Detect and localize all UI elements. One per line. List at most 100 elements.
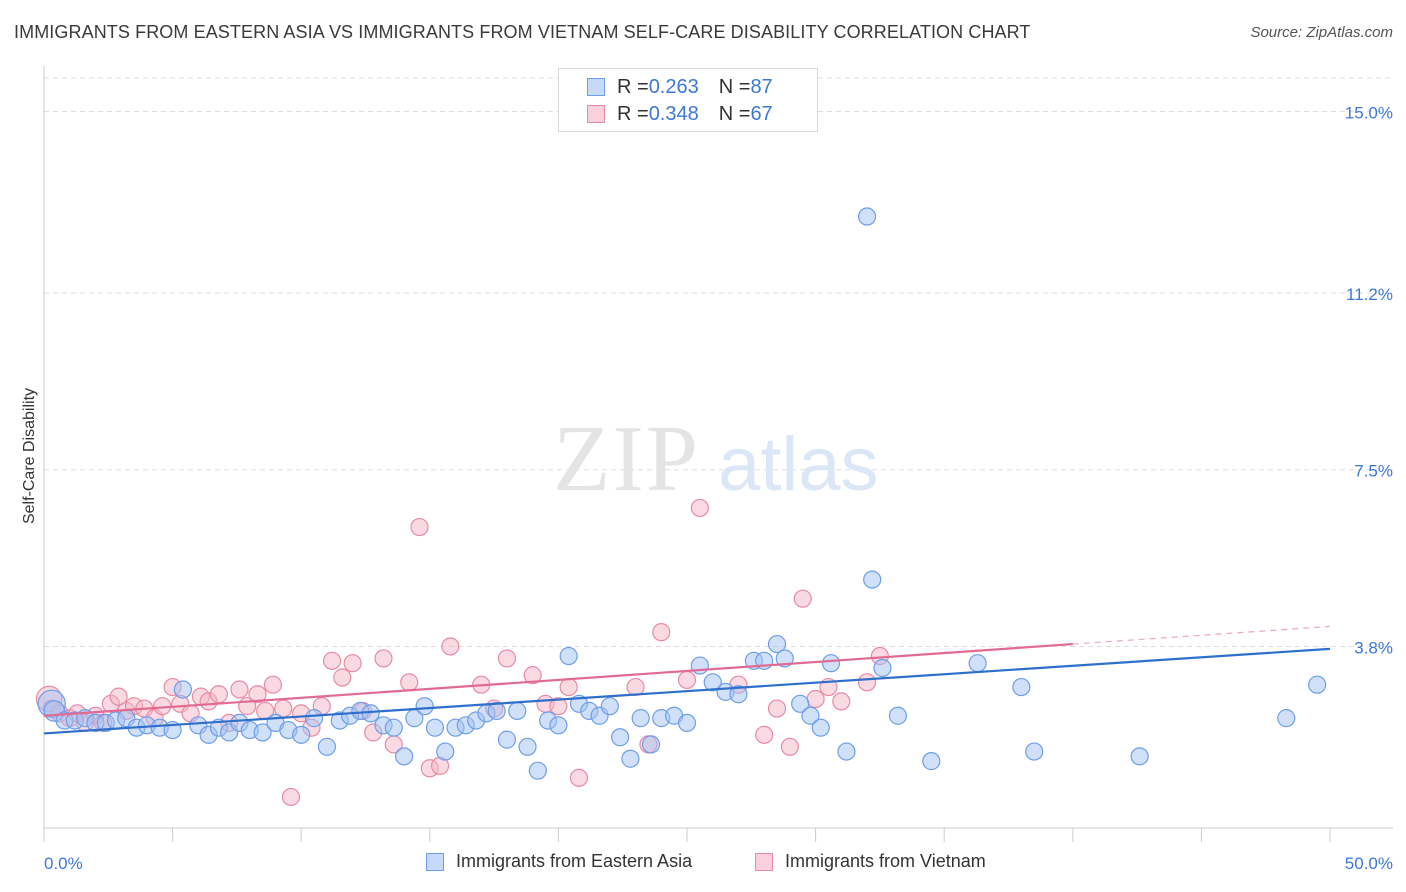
eastern-asia-point [641,735,661,754]
vietnam-point [549,697,568,716]
vietnam-point [109,687,128,706]
watermark-atlas: atlas [718,422,879,507]
eastern-asia-point [821,654,841,673]
y-tick-label: 3.8% [1354,638,1393,657]
legend-row-eastern-asia: R = 0.263 N = 87 [587,74,773,100]
eastern-asia-point [703,673,722,692]
eastern-asia-point [415,697,434,716]
vietnam-trend-line [43,642,1073,717]
eastern-asia-point [857,207,877,226]
legend-label-eastern-asia: Immigrants from Eastern Asia [456,851,693,871]
vietnam-point [523,666,542,685]
eastern-asia-point [677,713,697,733]
y-tick-label: 15.0% [1345,103,1393,122]
legend-r-label: R = [617,102,649,125]
x-tick-label: 0.0% [44,854,83,873]
vietnam-point [230,680,249,699]
eastern-asia-point [384,718,403,737]
trend-lines [43,625,1331,735]
legend-n-label: N = [718,102,751,125]
eastern-asia-point [394,747,414,766]
eastern-asia-point [304,709,324,728]
vietnam-point [322,651,342,670]
vietnam-point [559,677,578,697]
vietnam-trend-extension [1072,625,1331,645]
vietnam-point [806,689,825,709]
legend-r-value: 0.263 [648,75,699,98]
legend-swatch-pink [755,852,773,871]
watermark-zip: ZIP [553,407,700,511]
eastern-asia-point [767,634,787,654]
eastern-asia-point [497,730,517,749]
vietnam-point [400,673,419,692]
eastern-asia-point [549,716,568,735]
vietnam-point [677,670,697,690]
eastern-asia-point [863,570,882,589]
gridlines [44,77,1393,647]
eastern-asia-point [775,649,794,668]
eastern-asia-point [811,718,830,737]
vietnam-point [767,699,787,718]
eastern-asia-point [801,706,820,725]
legend-swatch-pink [587,105,605,123]
vietnam-point [343,654,362,673]
eastern-asia-point [600,697,619,716]
eastern-asia-point [837,742,856,761]
eastern-asia-point [611,728,630,747]
eastern-asia-point [518,737,537,756]
vietnam-point [755,725,774,744]
vietnam-point [410,517,429,537]
legend-item-vietnam: Immigrants from Vietnam [755,851,986,872]
axis-labels: 3.8% 7.5% 11.2% 15.0% 0.0% 50.0% [44,103,1393,873]
chart-title: IMMIGRANTS FROM EASTERN ASIA VS IMMIGRAN… [14,22,1031,42]
vietnam-point [263,675,283,694]
vietnam-point [857,673,877,692]
vietnam-point [248,685,267,704]
vietnam-point [780,737,799,756]
eastern-asia-point [425,718,445,737]
eastern-asia-point [968,654,987,673]
legend-n-value: 87 [750,75,773,98]
eastern-asia-point [888,706,908,725]
eastern-asia-point [729,685,748,704]
eastern-asia-point [253,723,272,742]
correlation-legend: R = 0.263 N = 87 R = 0.348 N = 67 [558,68,818,132]
legend-r-label: R = [617,75,649,98]
eastern-asia-point [621,749,640,768]
vietnam-point [690,498,709,518]
legend-item-eastern-asia: Immigrants from Eastern Asia [426,851,692,872]
y-tick-label: 7.5% [1354,462,1393,481]
eastern-asia-point [1130,747,1149,766]
eastern-asia-point [791,694,810,713]
vietnam-point [441,637,460,656]
eastern-asia-point [436,742,455,761]
eastern-asia-point [292,725,311,744]
eastern-asia-point [873,658,892,678]
vietnam-point [281,787,301,807]
eastern-asia-point [508,701,527,721]
eastern-asia-point [1308,675,1327,694]
eastern-asia-point [559,646,578,666]
eastern-asia-point [1025,742,1044,761]
vietnam-point [333,668,352,687]
legend-n-value: 67 [750,102,773,125]
legend-swatch-blue [426,852,444,871]
source-label: Source: ZipAtlas.com [1250,24,1393,41]
eastern-asia-trend-line [43,647,1331,735]
legend-r-value: 0.348 [648,102,699,125]
vietnam-point [652,623,671,642]
legend-swatch-blue [587,78,605,96]
vietnam-point [374,649,393,668]
eastern-asia-point [922,752,941,771]
vietnam-point [209,685,228,704]
legend-n-label: N = [718,75,751,98]
y-axis-label: Self-Care Disability [21,388,38,524]
x-tick-label: 50.0% [1345,854,1393,873]
vietnam-point [569,768,589,787]
y-tick-label: 11.2% [1346,285,1393,304]
eastern-asia-point [1277,709,1296,728]
eastern-asia-point [528,761,547,780]
legend-label-vietnam: Immigrants from Vietnam [785,851,986,871]
vietnam-point [497,649,517,668]
